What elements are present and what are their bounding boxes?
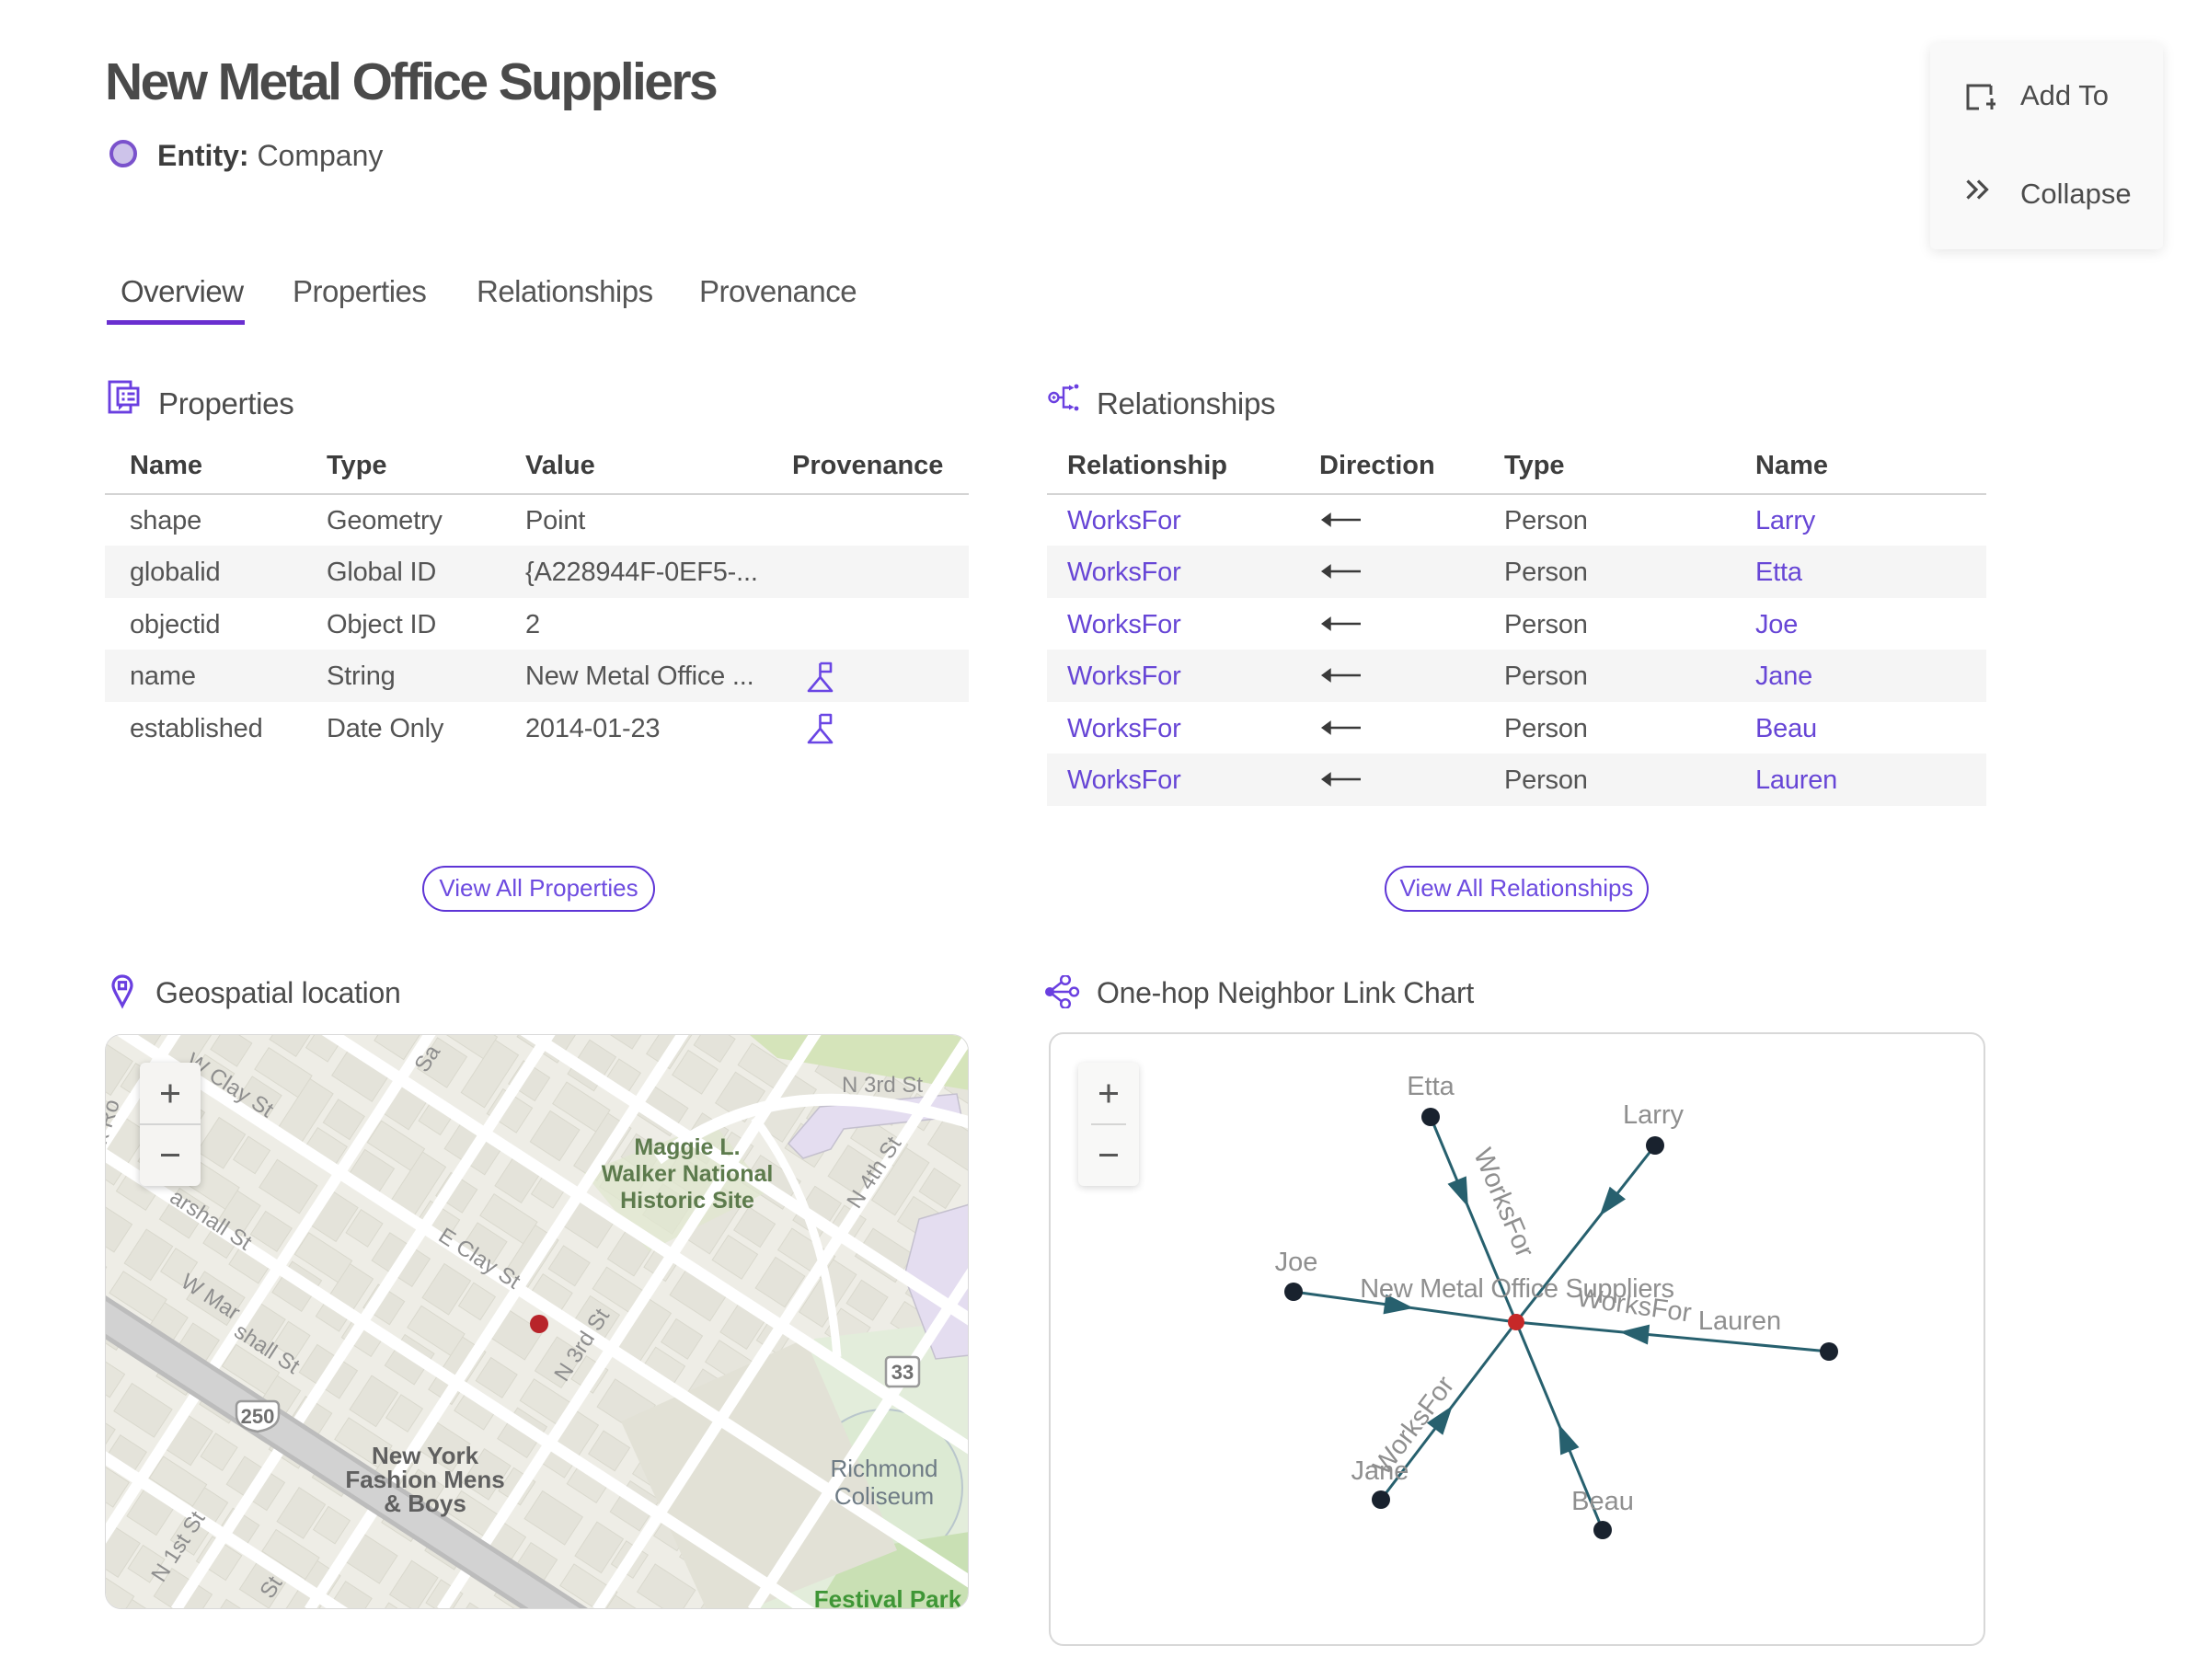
svg-text:Larry: Larry: [1623, 1100, 1685, 1130]
svg-text:WorksFor: WorksFor: [1467, 1145, 1539, 1262]
svg-text:Walker National: Walker National: [602, 1161, 774, 1187]
svg-text:33: 33: [891, 1361, 914, 1384]
svg-text:Joe: Joe: [1275, 1248, 1318, 1277]
svg-text:Etta: Etta: [1407, 1072, 1455, 1101]
svg-text:Beau: Beau: [1571, 1487, 1634, 1516]
svg-text:Coliseum: Coliseum: [834, 1482, 934, 1510]
svg-text:& Boys: & Boys: [384, 1490, 466, 1517]
svg-text:Lauren: Lauren: [1698, 1306, 1781, 1336]
svg-text:New Metal Office Suppliers: New Metal Office Suppliers: [1360, 1274, 1673, 1304]
svg-text:N 3rd St: N 3rd St: [842, 1073, 923, 1098]
svg-text:Fashion Mens: Fashion Mens: [345, 1466, 504, 1493]
svg-text:WorksFor: WorksFor: [1367, 1371, 1460, 1480]
svg-text:Historic Site: Historic Site: [620, 1188, 754, 1214]
svg-text:New York: New York: [372, 1442, 479, 1469]
svg-text:Jane: Jane: [1351, 1456, 1409, 1486]
svg-text:Maggie L.: Maggie L.: [634, 1134, 740, 1160]
svg-text:Festival Park: Festival Park: [814, 1585, 962, 1609]
svg-text:250: 250: [241, 1405, 275, 1428]
svg-text:Richmond: Richmond: [830, 1455, 937, 1482]
